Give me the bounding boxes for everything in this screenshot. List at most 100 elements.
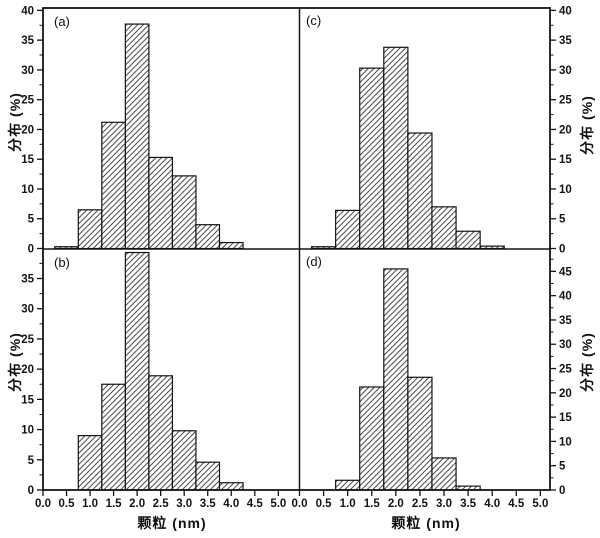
y-tick-label-d: 30 bbox=[559, 339, 572, 351]
x-tick-label-b: 1.0 bbox=[82, 498, 98, 510]
bar-b-1nm bbox=[77, 435, 103, 491]
y-axis-title-left-bottom: 分布 (%) bbox=[7, 332, 23, 392]
bar-b-2.5nm bbox=[148, 375, 174, 491]
bar-a-2.5nm bbox=[148, 156, 174, 250]
y-axis-title-right-top: 分布 (%) bbox=[579, 95, 595, 155]
bar-c-3nm bbox=[431, 206, 457, 250]
panel-label-c: (c) bbox=[306, 13, 322, 28]
x-axis-title-right: 颗粒 (nm) bbox=[391, 515, 461, 531]
y-tick-label-d: 0 bbox=[559, 485, 565, 497]
bar-d-2.5nm bbox=[407, 376, 433, 491]
y-tick-label-c: 30 bbox=[559, 65, 572, 77]
x-tick-label-d: 3.0 bbox=[436, 498, 452, 510]
bar-b-3.5nm bbox=[195, 461, 221, 491]
y-tick-label-b: 10 bbox=[21, 425, 34, 437]
bar-b-3nm bbox=[171, 430, 197, 491]
x-tick-label-b: 2.5 bbox=[153, 498, 170, 510]
y-tick-label-a: 5 bbox=[28, 214, 35, 226]
y-tick-label-a: 20 bbox=[21, 124, 34, 136]
y-tick-label-a: 10 bbox=[21, 184, 34, 196]
panel-label-d: (d) bbox=[306, 254, 322, 269]
y-tick-label-d: 10 bbox=[559, 436, 572, 448]
y-tick-label-c: 5 bbox=[559, 214, 566, 226]
bar-c-1nm bbox=[335, 209, 361, 250]
bar-c-0.5nm bbox=[310, 246, 337, 250]
bar-b-2nm bbox=[124, 251, 150, 491]
y-axis-title-right-bottom: 分布 (%) bbox=[579, 332, 595, 392]
bar-c-3.5nm bbox=[455, 230, 481, 250]
y-tick-label-c: 15 bbox=[559, 154, 572, 166]
bar-a-2nm bbox=[124, 23, 150, 250]
bar-b-4nm bbox=[218, 482, 244, 491]
y-tick-label-d: 40 bbox=[559, 291, 572, 303]
x-tick-label-d: 0.0 bbox=[292, 498, 308, 510]
y-tick-label-b: 30 bbox=[21, 304, 34, 316]
y-tick-label-b: 20 bbox=[21, 364, 34, 376]
bar-a-4nm bbox=[218, 241, 244, 250]
x-tick-label-b: 4.0 bbox=[223, 498, 239, 510]
x-tick-label-b: 2.0 bbox=[129, 498, 145, 510]
y-tick-label-a: 30 bbox=[21, 65, 34, 77]
x-axis-title-left: 颗粒 (nm) bbox=[137, 515, 207, 531]
bar-c-1.5nm bbox=[359, 67, 385, 250]
x-tick-label-b: 1.5 bbox=[106, 498, 123, 510]
y-tick-label-d: 25 bbox=[559, 364, 572, 376]
y-tick-label-b: 0 bbox=[28, 485, 34, 497]
y-tick-label-b: 25 bbox=[21, 334, 34, 346]
bar-c-4nm bbox=[479, 245, 505, 250]
y-tick-label-a: 35 bbox=[21, 35, 34, 47]
y-tick-label-a: 15 bbox=[21, 154, 34, 166]
x-tick-label-b: 4.5 bbox=[247, 498, 264, 510]
y-tick-label-c: 20 bbox=[559, 124, 572, 136]
y-tick-label-b: 5 bbox=[28, 455, 35, 467]
y-tick-label-c: 35 bbox=[559, 35, 572, 47]
y-axis-title-left-top: 分布 (%) bbox=[7, 92, 23, 152]
x-tick-label-b: 3.5 bbox=[200, 498, 217, 510]
bar-a-3.5nm bbox=[195, 224, 221, 250]
bar-a-3nm bbox=[171, 175, 197, 250]
bars-layer bbox=[54, 23, 505, 491]
panel-label-a: (a) bbox=[54, 14, 70, 29]
x-tick-label-d: 0.5 bbox=[316, 498, 333, 510]
x-tick-label-b: 5.0 bbox=[270, 498, 286, 510]
y-tick-label-c: 10 bbox=[559, 184, 572, 196]
bar-d-2nm bbox=[383, 268, 409, 491]
x-tick-label-d: 5.0 bbox=[532, 498, 548, 510]
y-tick-label-b: 35 bbox=[21, 274, 34, 286]
y-tick-label-a: 0 bbox=[28, 244, 34, 256]
bar-c-2nm bbox=[383, 46, 409, 250]
y-tick-label-c: 40 bbox=[559, 5, 572, 17]
bar-d-1nm bbox=[335, 479, 361, 491]
bar-c-2.5nm bbox=[407, 132, 433, 250]
y-tick-label-a: 40 bbox=[21, 5, 34, 17]
bar-d-1.5nm bbox=[359, 386, 385, 491]
bar-a-1.5nm bbox=[101, 121, 126, 250]
y-tick-label-a: 25 bbox=[21, 95, 34, 107]
x-tick-label-d: 4.5 bbox=[508, 498, 525, 510]
y-tick-label-d: 15 bbox=[559, 412, 572, 424]
y-tick-label-b: 15 bbox=[21, 394, 34, 406]
bar-b-1.5nm bbox=[101, 383, 126, 491]
x-tick-label-d: 1.5 bbox=[364, 498, 381, 510]
bar-d-3nm bbox=[431, 457, 457, 491]
y-tick-label-c: 0 bbox=[559, 244, 565, 256]
y-tick-label-d: 20 bbox=[559, 388, 572, 400]
x-tick-label-d: 4.0 bbox=[484, 498, 500, 510]
x-tick-label-d: 2.0 bbox=[388, 498, 404, 510]
panel-label-b: (b) bbox=[54, 255, 70, 270]
axes-layer: 0 5 10 15 20 25 30 35 40 0 5 10 15 20 25 30 35 0.0 0.5 1.0 1… bbox=[21, 5, 572, 510]
bar-a-0.5nm bbox=[54, 246, 79, 250]
x-tick-label-b: 0.0 bbox=[35, 498, 51, 510]
y-tick-label-d: 5 bbox=[559, 461, 566, 473]
y-tick-label-c: 25 bbox=[559, 95, 572, 107]
x-tick-label-b: 3.0 bbox=[176, 498, 192, 510]
y-tick-label-d: 35 bbox=[559, 315, 572, 327]
x-tick-label-b: 0.5 bbox=[59, 498, 76, 510]
x-tick-label-d: 2.5 bbox=[412, 498, 429, 510]
x-tick-label-d: 1.0 bbox=[340, 498, 356, 510]
x-tick-label-d: 3.5 bbox=[460, 498, 477, 510]
y-tick-label-d: 45 bbox=[559, 266, 572, 278]
bar-a-1nm bbox=[77, 209, 103, 250]
